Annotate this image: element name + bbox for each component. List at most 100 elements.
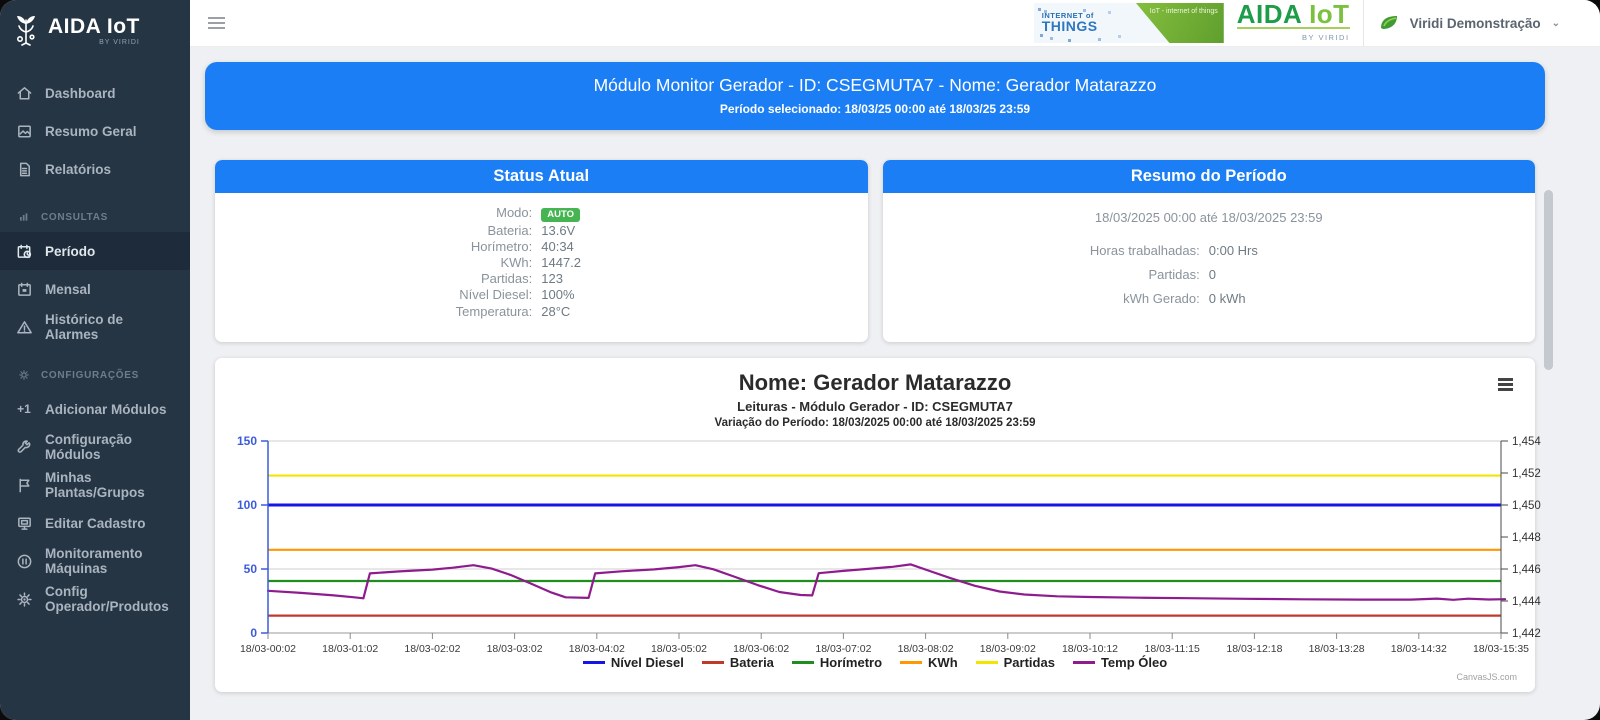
sidebar-item-periodo[interactable]: Período bbox=[0, 232, 190, 270]
alert-triangle-icon bbox=[15, 319, 33, 336]
legend-swatch bbox=[900, 660, 923, 665]
sidebar-logo[interactable]: AIDA IoT BY VIRIDI bbox=[0, 0, 190, 62]
svg-text:18/03-03:02: 18/03-03:02 bbox=[487, 643, 543, 655]
wrench-icon bbox=[15, 439, 33, 456]
legend-item[interactable]: KWh bbox=[900, 655, 958, 670]
sidebar-item-minhas-plantas[interactable]: Minhas Plantas/Grupos bbox=[0, 466, 190, 504]
sidebar-item-config-operador[interactable]: Config Operador/Produtos bbox=[0, 580, 190, 618]
period-summary-body: 18/03/2025 00:00 até 18/03/2025 23:59 Ho… bbox=[883, 210, 1536, 307]
svg-text:18/03-14:32: 18/03-14:32 bbox=[1391, 643, 1447, 655]
page-scrollbar-thumb[interactable] bbox=[1544, 190, 1553, 370]
chart-card: Nome: Gerador Matarazzo Leituras - Módul… bbox=[215, 358, 1541, 692]
monitor-icon bbox=[15, 515, 33, 532]
legend-swatch bbox=[1072, 660, 1095, 665]
period-range: 18/03/2025 00:00 até 18/03/2025 23:59 bbox=[1094, 210, 1323, 225]
sidebar-item-dashboard[interactable]: Dashboard bbox=[0, 74, 190, 112]
status-card-title: Status Atual bbox=[215, 160, 868, 193]
page-content: Módulo Monitor Gerador - ID: CSEGMUTA7 -… bbox=[190, 47, 1600, 720]
brand-aida: AIDA bbox=[1236, 0, 1302, 29]
sidebar-item-label: Histórico de Alarmes bbox=[45, 312, 124, 342]
svg-text:1,446: 1,446 bbox=[1512, 564, 1541, 576]
svg-text:18/03-12:18: 18/03-12:18 bbox=[1226, 643, 1282, 655]
sidebar-logo-text: AIDA IoT bbox=[48, 14, 140, 38]
status-row: Nível Diesel: 100% bbox=[459, 287, 575, 303]
svg-text:18/03-05:02: 18/03-05:02 bbox=[651, 643, 707, 655]
chevron-down-icon: ⌄ bbox=[1551, 17, 1560, 29]
svg-text:1,452: 1,452 bbox=[1512, 468, 1541, 480]
legend-swatch bbox=[975, 660, 998, 665]
chart-legend: Nível Diesel Bateria Horímetro KWh Partidas T… bbox=[215, 655, 1535, 670]
legend-item[interactable]: Temp Óleo bbox=[1072, 655, 1167, 670]
main-area: INTERNET of THINGS IoT - internet of thi… bbox=[190, 0, 1600, 720]
line-chart: 0 50 100 150 1,442 1,444 1,446 1,448 1,450 1,452 1… bbox=[237, 434, 1541, 655]
bar-chart-icon bbox=[15, 211, 33, 223]
svg-text:18/03-04:02: 18/03-04:02 bbox=[569, 643, 625, 655]
status-card-body: Modo: AUTO Bateria: 13.6V Horímetro: 40:… bbox=[215, 193, 868, 319]
viridi-leaf-icon bbox=[1377, 12, 1401, 34]
legend-item[interactable]: Horímetro bbox=[791, 655, 883, 670]
svg-text:18/03-07:02: 18/03-07:02 bbox=[815, 643, 871, 655]
gear-icon bbox=[15, 369, 33, 381]
canvasjs-watermark[interactable]: CanvasJS.com bbox=[1456, 672, 1517, 682]
sidebar-item-historico-alarmes[interactable]: Histórico de Alarmes bbox=[0, 308, 190, 346]
legend-swatch bbox=[582, 660, 605, 665]
menu-toggle-button[interactable] bbox=[202, 11, 231, 35]
home-icon bbox=[15, 85, 33, 102]
svg-text:18/03-09:02: 18/03-09:02 bbox=[980, 643, 1036, 655]
svg-text:18/03-13:28: 18/03-13:28 bbox=[1309, 643, 1365, 655]
pause-circle-icon bbox=[15, 553, 33, 570]
summary-row: Horas trabalhadas: 0:00 Hrs bbox=[1089, 243, 1258, 258]
iot-banner-line1: INTERNET of bbox=[1041, 11, 1094, 20]
status-row: Partidas: 123 bbox=[480, 271, 563, 287]
sidebar-section-label: CONFIGURAÇÕES bbox=[41, 369, 139, 381]
status-row: Modo: AUTO bbox=[215, 205, 868, 222]
summary-row: Partidas: 0 bbox=[1148, 267, 1216, 282]
svg-text:50: 50 bbox=[244, 562, 258, 576]
summary-row: kWh Gerado: 0 kWh bbox=[1123, 291, 1246, 306]
chart-title: Nome: Gerador Matarazzo bbox=[738, 370, 1012, 395]
sidebar-item-adicionar-modulos[interactable]: +1 Adicionar Módulos bbox=[0, 390, 190, 428]
svg-text:1,448: 1,448 bbox=[1512, 532, 1541, 544]
legend-item[interactable]: Nível Diesel bbox=[582, 655, 684, 670]
sidebar-section-consultas: CONSULTAS bbox=[0, 202, 190, 232]
chart-export-menu-button[interactable] bbox=[1494, 374, 1517, 395]
sidebar-section-label: CONSULTAS bbox=[41, 211, 109, 223]
sidebar-item-label: Resumo Geral bbox=[45, 123, 137, 139]
module-banner: Módulo Monitor Gerador - ID: CSEGMUTA7 -… bbox=[205, 62, 1545, 130]
legend-item[interactable]: Bateria bbox=[701, 655, 774, 670]
auto-mode-badge: AUTO bbox=[541, 207, 580, 222]
legend-item[interactable]: Partidas bbox=[975, 655, 1055, 670]
plant-logo-icon bbox=[13, 12, 39, 51]
svg-text:1,444: 1,444 bbox=[1512, 596, 1541, 608]
svg-text:100: 100 bbox=[237, 498, 257, 512]
user-menu[interactable]: Viridi Demonstração ⌄ bbox=[1377, 12, 1560, 34]
calendar-icon bbox=[15, 281, 33, 298]
sidebar-item-label: Adicionar Módulos bbox=[45, 401, 167, 417]
sidebar-item-editar-cadastro[interactable]: Editar Cadastro bbox=[0, 504, 190, 542]
sidebar-item-label: Período bbox=[45, 243, 96, 259]
sidebar-item-monitoramento-maquinas[interactable]: Monitoramento Máquinas bbox=[0, 542, 190, 580]
svg-text:18/03-01:02: 18/03-01:02 bbox=[322, 643, 378, 655]
brand-iot: IoT bbox=[1309, 0, 1350, 29]
sidebar-item-relatorios[interactable]: Relatórios bbox=[0, 150, 190, 188]
status-row: Horímetro: 40:34 bbox=[470, 238, 574, 254]
brand-subtitle: BY VIRIDI bbox=[1302, 32, 1350, 42]
iot-banner-line2: THINGS bbox=[1041, 18, 1098, 34]
iot-things-banner-image: INTERNET of THINGS IoT - internet of thi… bbox=[1033, 3, 1224, 43]
sidebar-item-mensal[interactable]: Mensal bbox=[0, 270, 190, 308]
svg-text:1,450: 1,450 bbox=[1512, 500, 1541, 512]
svg-text:18/03-15:35: 18/03-15:35 bbox=[1473, 643, 1529, 655]
svg-text:18/03-00:02: 18/03-00:02 bbox=[240, 643, 296, 655]
legend-swatch bbox=[791, 660, 814, 665]
legend-label: Horímetro bbox=[819, 655, 883, 670]
legend-label: Bateria bbox=[729, 655, 774, 670]
top-header: INTERNET of THINGS IoT - internet of thi… bbox=[190, 0, 1600, 47]
sidebar-section-configuracoes: CONFIGURAÇÕES bbox=[0, 360, 190, 390]
sidebar-logo-subtext: BY VIRIDI bbox=[99, 38, 140, 46]
svg-text:18/03-10:12: 18/03-10:12 bbox=[1062, 643, 1118, 655]
legend-label: Nível Diesel bbox=[610, 655, 684, 670]
sidebar-item-configuracao-modulos[interactable]: Configuração Módulos bbox=[0, 428, 190, 466]
svg-text:1,442: 1,442 bbox=[1512, 628, 1541, 640]
sidebar-item-label: Relatórios bbox=[45, 161, 112, 177]
sidebar-item-resumo-geral[interactable]: Resumo Geral bbox=[0, 112, 190, 150]
